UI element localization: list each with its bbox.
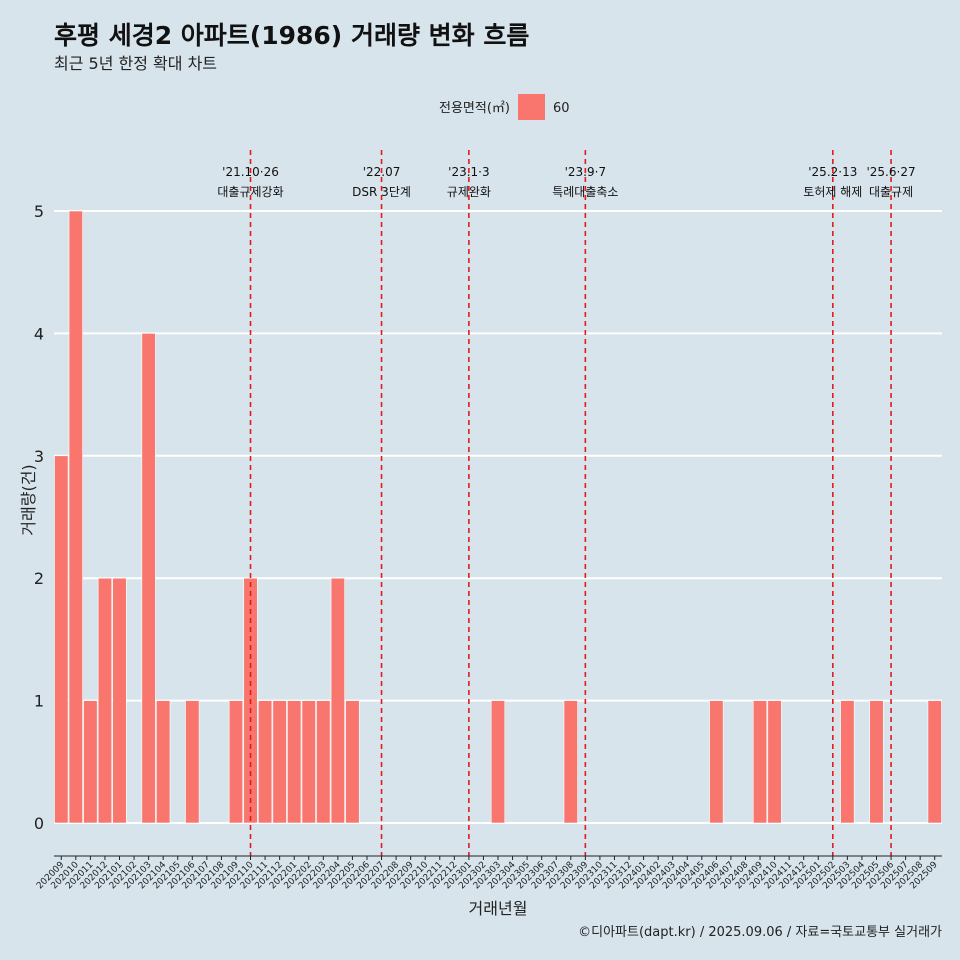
y-tick-label: 0: [34, 814, 44, 833]
y-axis: 0 1 2 3 4 5: [34, 202, 44, 833]
bar: [767, 700, 782, 824]
annotation-label: 토허제 해제: [803, 185, 862, 199]
y-tick-label: 2: [34, 569, 44, 588]
bar: [563, 700, 578, 824]
bars: [54, 210, 942, 824]
x-axis: 2020092020102020112020122021012021022021…: [35, 855, 942, 891]
bar: [228, 700, 244, 824]
annotation-date: '22.07: [363, 165, 401, 179]
bar: [316, 700, 331, 824]
legend: 전용면적(㎡) 60: [439, 94, 570, 120]
legend-label: 60: [553, 101, 570, 116]
annotation-date: '23.9·7: [565, 165, 606, 179]
bar: [869, 700, 884, 824]
bar: [97, 577, 113, 824]
annotation-date: '25.2·13: [808, 165, 857, 179]
annotation-label: 특례대출축소: [552, 185, 618, 199]
y-axis-title: 거래량(건): [19, 464, 38, 535]
chart-subtitle: 최근 5년 한정 확대 차트: [54, 54, 217, 73]
bar: [709, 700, 724, 824]
bar: [490, 700, 506, 824]
chart-title: 후평 세경2 아파트(1986) 거래량 변화 흐름: [54, 21, 529, 50]
bar: [83, 700, 98, 824]
bar: [112, 577, 127, 824]
bar: [185, 700, 200, 824]
bar: [258, 700, 273, 824]
grid: [54, 210, 942, 824]
bar: [141, 333, 156, 824]
annotation-date: '21.10·26: [222, 165, 279, 179]
y-tick-label: 1: [34, 692, 44, 711]
annotation-date: '25.6·27: [866, 165, 915, 179]
x-axis-title: 거래년월: [469, 899, 528, 918]
annotations: '21.10·26 대출규제강화 '22.07 DSR 3단계 '23.1·3 규제완화 '…: [217, 150, 916, 856]
bar: [927, 700, 942, 824]
bar: [330, 577, 345, 824]
legend-title: 전용면적(㎡): [439, 101, 510, 116]
bar: [156, 700, 171, 824]
bar: [272, 700, 287, 824]
caption: ©디아파트(dapt.kr) / 2025.09.06 / 자료=국토교통부 실…: [578, 925, 942, 940]
annotation-label: 대출규제: [869, 185, 913, 199]
legend-swatch: [518, 94, 545, 120]
bar: [345, 700, 360, 824]
annotation-label: DSR 3단계: [352, 185, 411, 199]
bar: [54, 455, 69, 824]
bar: [68, 210, 83, 824]
bar: [287, 700, 302, 824]
annotation-label: 규제완화: [447, 185, 491, 199]
bar: [301, 700, 316, 824]
annotation-date: '23.1·3: [448, 165, 489, 179]
y-tick-label: 4: [34, 324, 44, 343]
y-tick-label: 3: [34, 447, 44, 466]
annotation-label: 대출규제강화: [217, 185, 283, 199]
bar: [752, 700, 768, 824]
y-tick-label: 5: [34, 202, 44, 221]
bar: [840, 700, 855, 824]
